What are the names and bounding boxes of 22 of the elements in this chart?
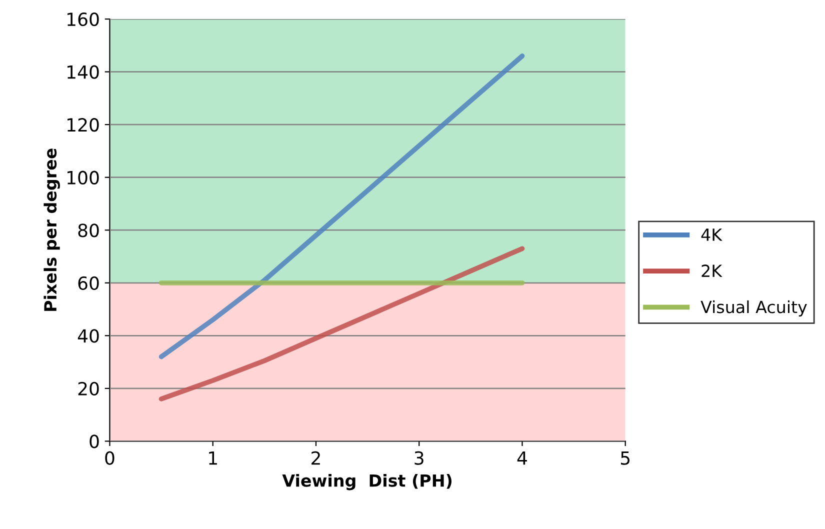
x-tick-label: 2 [312, 451, 320, 465]
line-series [158, 246, 525, 402]
y-tick-label: 120 [68, 118, 99, 132]
y-tick-label: 100 [68, 170, 99, 184]
legend-label: Visual Acuity [700, 300, 807, 317]
x-tick-label: 0 [105, 451, 114, 465]
x-tick-label: 5 [621, 451, 630, 465]
y-tick-label: 40 [78, 329, 99, 343]
y-tick-label: 0 [90, 434, 99, 448]
legend-label: 2K [702, 264, 722, 277]
y-tick-label: 160 [68, 12, 99, 26]
x-tick-label: 3 [414, 451, 424, 465]
x-tick-label: 1 [209, 451, 217, 465]
y-tick-label: 80 [78, 224, 99, 238]
y-axis-title: Pixels per degree [44, 148, 60, 311]
line-series [158, 54, 525, 360]
y-tick-label: 20 [78, 382, 99, 396]
legend-label: 4K [701, 228, 722, 241]
y-tick-label: 60 [78, 276, 99, 290]
x-axis-title: Viewing Dist (PH) [282, 474, 452, 490]
x-tick-label: 4 [517, 451, 527, 465]
y-tick-label: 140 [68, 65, 99, 79]
